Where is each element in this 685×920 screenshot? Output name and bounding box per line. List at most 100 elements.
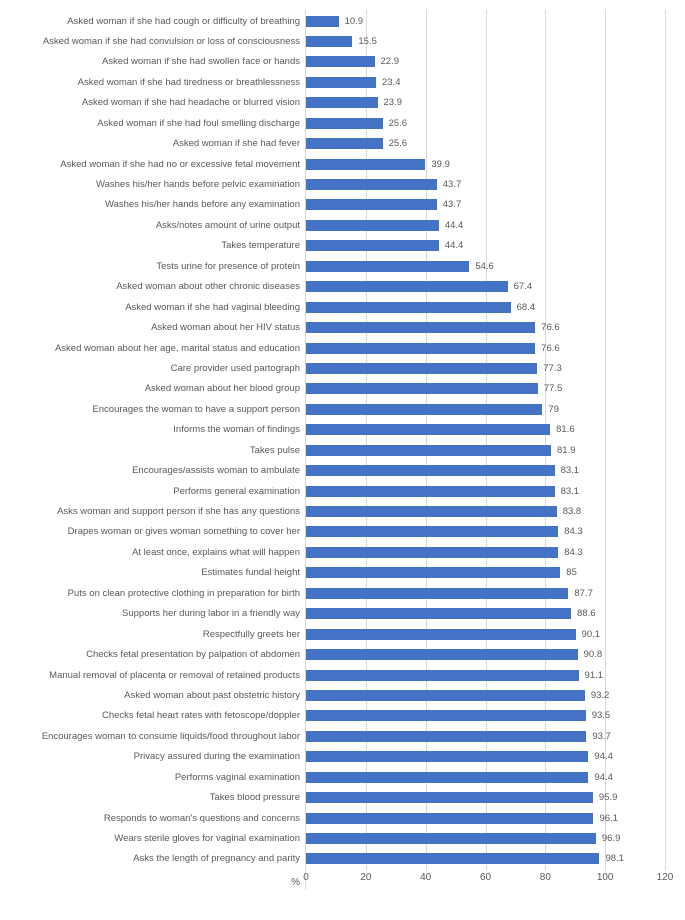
bar-label: Informs the woman of findings	[10, 424, 300, 435]
bar-value: 87.7	[574, 588, 593, 599]
bar-value: 83.8	[563, 506, 582, 517]
bar-label: Asked woman if she had no or excessive f…	[10, 159, 300, 170]
bar-label: Tests urine for presence of protein	[10, 261, 300, 272]
bar-label: Asked woman if she had swollen face or h…	[10, 56, 300, 67]
bar-value: 25.6	[389, 138, 408, 149]
bar-row: Asks woman and support person if she has…	[306, 505, 665, 519]
bar-label: Encourages/assists woman to ambulate	[10, 465, 300, 476]
bar-value: 39.9	[431, 159, 450, 170]
bar-label: Checks fetal presentation by palpation o…	[10, 649, 300, 660]
bar-row: Encourages the woman to have a support p…	[306, 402, 665, 416]
bar-row: Checks fetal presentation by palpation o…	[306, 648, 665, 662]
bar	[306, 199, 437, 210]
bar	[306, 526, 558, 537]
plot-area: Asked woman if she had cough or difficul…	[305, 10, 665, 890]
bar	[306, 547, 558, 558]
bar	[306, 36, 352, 47]
bar-value: 54.6	[475, 261, 494, 272]
x-tick: 20	[360, 872, 371, 883]
x-tick: 40	[420, 872, 431, 883]
bar-row: Informs the woman of findings81.6	[306, 423, 665, 437]
bar-row: Responds to woman's questions and concer…	[306, 811, 665, 825]
bar-value: 79	[548, 404, 559, 415]
bar	[306, 383, 538, 394]
bar-value: 23.9	[384, 97, 403, 108]
bar-label: Asked woman about her age, marital statu…	[10, 343, 300, 354]
bar-label: Asked woman if she had cough or difficul…	[10, 16, 300, 27]
bar	[306, 240, 439, 251]
bar	[306, 77, 376, 88]
bar	[306, 56, 375, 67]
x-tick: 80	[540, 872, 551, 883]
bar-value: 91.1	[585, 670, 604, 681]
bar-label: Asked woman about her HIV status	[10, 322, 300, 333]
bar-value: 96.1	[599, 813, 618, 824]
bar-value: 23.4	[382, 77, 401, 88]
bar-row: Supports her during labor in a friendly …	[306, 607, 665, 621]
bar-label: Washes his/her hands before any examinat…	[10, 199, 300, 210]
bar-row: Performs vaginal examination94.4	[306, 770, 665, 784]
bar-value: 83.1	[561, 486, 580, 497]
bar-label: Encourages the woman to have a support p…	[10, 404, 300, 415]
bar-value: 77.3	[543, 363, 562, 374]
bar	[306, 404, 542, 415]
bar	[306, 261, 469, 272]
bar	[306, 220, 439, 231]
bar-row: Asked woman if she had headache or blurr…	[306, 96, 665, 110]
bar	[306, 465, 555, 476]
bar-label: Asked woman about past obstetric history	[10, 690, 300, 701]
bar-row: Tests urine for presence of protein54.6	[306, 259, 665, 273]
bar-value: 44.4	[445, 240, 464, 251]
bar-row: Asked woman if she had cough or difficul…	[306, 14, 665, 28]
bar-row: Asked woman about other chronic diseases…	[306, 280, 665, 294]
bar-row: Care provider used partograph77.3	[306, 361, 665, 375]
bar-value: 83.1	[561, 465, 580, 476]
bar	[306, 506, 557, 517]
bar-row: Asked woman if she had tiredness or brea…	[306, 75, 665, 89]
x-tick: 0	[303, 872, 309, 883]
bar	[306, 608, 571, 619]
bar	[306, 853, 599, 864]
bar-row: Checks fetal heart rates with fetoscope/…	[306, 709, 665, 723]
bar	[306, 16, 339, 27]
bar-row: Asked woman if she had convulsion or los…	[306, 34, 665, 48]
bar-label: Checks fetal heart rates with fetoscope/…	[10, 710, 300, 721]
bar	[306, 445, 551, 456]
bar-row: Asked woman about past obstetric history…	[306, 688, 665, 702]
axis-title: %	[291, 877, 300, 888]
bar-value: 43.7	[443, 179, 462, 190]
bar-value: 90.8	[584, 649, 603, 660]
bar-value: 84.3	[564, 547, 583, 558]
bar-label: Care provider used partograph	[10, 363, 300, 374]
bar-label: At least once, explains what will happen	[10, 547, 300, 558]
bar	[306, 281, 508, 292]
bar-label: Estimates fundal height	[10, 567, 300, 578]
bar-row: Takes temperature44.4	[306, 239, 665, 253]
bar-label: Asked woman about her blood group	[10, 383, 300, 394]
bar-value: 96.9	[602, 833, 621, 844]
bar	[306, 363, 537, 374]
bar	[306, 690, 585, 701]
bar-row: Drapes woman or gives woman something to…	[306, 525, 665, 539]
bar-row: Puts on clean protective clothing in pre…	[306, 586, 665, 600]
bar-value: 68.4	[517, 302, 536, 313]
bar-row: Estimates fundal height85	[306, 566, 665, 580]
bar-row: Takes pulse81.9	[306, 443, 665, 457]
bar-value: 44.4	[445, 220, 464, 231]
bar-value: 94.4	[594, 751, 613, 762]
bar-label: Washes his/her hands before pelvic exami…	[10, 179, 300, 190]
gridline	[665, 10, 666, 870]
bar-row: Asked woman if she had foul smelling dis…	[306, 116, 665, 130]
bar-row: Performs general examination83.1	[306, 484, 665, 498]
bar	[306, 772, 588, 783]
bar-label: Takes pulse	[10, 445, 300, 456]
bar-row: Washes his/her hands before any examinat…	[306, 198, 665, 212]
bar-value: 88.6	[577, 608, 596, 619]
bar-value: 76.6	[541, 343, 560, 354]
bar	[306, 486, 555, 497]
bar-row: Asked woman if she had swollen face or h…	[306, 55, 665, 69]
x-tick: 100	[597, 872, 614, 883]
bar-row: Washes his/her hands before pelvic exami…	[306, 178, 665, 192]
bar-label: Respectfully greets her	[10, 629, 300, 640]
bar	[306, 322, 535, 333]
